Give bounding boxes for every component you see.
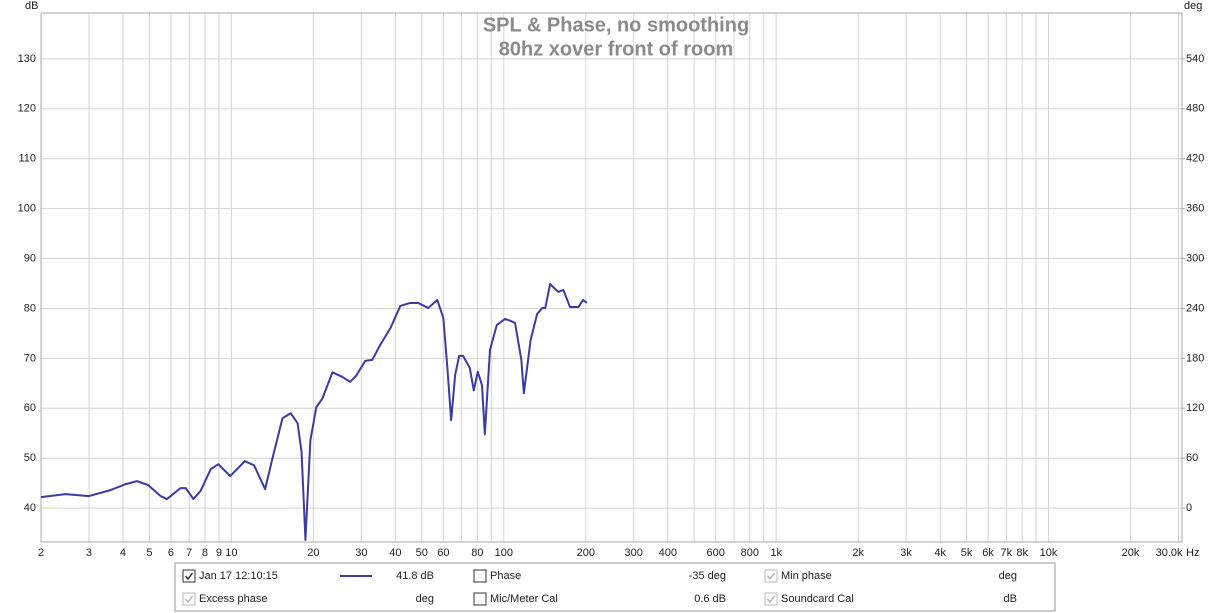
x-tick-label: 200 [577,547,595,559]
chart-title: SPL & Phase, no smoothing [483,14,749,36]
y2-tick-label: 300 [1186,252,1204,264]
checkmark [184,572,194,581]
x-tick-label: 4k [934,547,946,559]
y2-tick-label: 480 [1186,103,1204,115]
y2-tick-label: 420 [1186,153,1204,165]
y-tick-label: 70 [24,352,36,364]
x-tick-label: 5 [146,547,152,559]
checkmark [766,595,776,604]
checkbox [764,569,778,583]
y-tick-label: 130 [18,53,36,65]
y2-tick-label: 180 [1186,352,1204,364]
legend-option-readout: dB [1004,593,1017,605]
x-tick-label: 8 [202,547,208,559]
y-tick-label: 50 [24,452,36,464]
x-tick-label: 400 [659,547,677,559]
x-tick-label: 5k [961,547,973,559]
legend-label: Jan 17 12:10:15 [199,570,278,582]
x-tick-label: 7 [186,547,192,559]
x-tick-label: 60 [437,547,449,559]
x-tick-label: 600 [707,547,725,559]
x-tick-label: 2 [38,547,44,559]
x-tick-label: 9 [216,547,222,559]
y2-tick-label: 60 [1186,452,1198,464]
legend-option-label: Soundcard Cal [781,593,854,605]
legend-readout: 41.8 dB [396,570,434,582]
x-tick-label: 4 [120,547,126,559]
x-tick-label: 20k [1122,547,1140,559]
x-tick-label: 10k [1040,547,1058,559]
x-tick-label: 1k [770,547,782,559]
legend-option-label: Mic/Meter Cal [490,593,558,605]
y-tick-label: 90 [24,252,36,264]
x-tick-label: 7k [1001,547,1013,559]
y-tick-label: 120 [18,103,36,115]
checkbox[interactable] [473,592,487,606]
checkmark [766,572,776,581]
checkbox [182,592,196,606]
checkbox[interactable] [182,569,196,583]
legend-option-label: Phase [490,570,521,582]
chart-subtitle: 80hz xover front of room [499,38,733,60]
y2-tick-label: 540 [1186,53,1204,65]
checkbox [764,592,778,606]
x-tick-label: 40 [389,547,401,559]
y-tick-label: 100 [18,203,36,215]
legend-option-label: Min phase [781,570,832,582]
y2-tick-label: 240 [1186,302,1204,314]
x-tick-label: 800 [741,547,759,559]
x-tick-label: 300 [625,547,643,559]
legend-option-label: Excess phase [199,593,267,605]
y-tick-label: 110 [18,153,36,165]
x-tick-label: 30 [355,547,367,559]
y2-unit: deg [1184,0,1202,12]
y2-tick-label: 120 [1186,402,1204,414]
y-tick-label: 80 [24,302,36,314]
checkbox[interactable] [473,569,487,583]
legend-option-readout: 0.6 dB [694,593,726,605]
x-tick-label: 100 [495,547,513,559]
legend-option-readout: deg [999,570,1017,582]
y-tick-label: 60 [24,402,36,414]
x-tick-label: 50 [416,547,428,559]
y2-tick-label: 360 [1186,203,1204,215]
checkmark [184,595,194,604]
x-tick-label: 6k [982,547,994,559]
x-tick-label: 2k [852,547,864,559]
x-tick-label: 3k [900,547,912,559]
plot-frame [40,12,1183,543]
y-tick-label: 40 [24,502,36,514]
legend-option-readout: -35 deg [689,570,726,582]
y-unit: dB [25,0,38,12]
spl-line [40,282,588,541]
grid [40,13,1182,542]
plot-area [41,13,1182,542]
x-tick-label: 20 [307,547,319,559]
x-unit: Hz [1186,547,1199,559]
x-tick-label: 10 [225,547,237,559]
x-tick-label: 6 [168,547,174,559]
x-tick-label: 3 [86,547,92,559]
legend-panel [174,562,1056,612]
y2-tick-label: 0 [1186,502,1192,514]
x-tick-label: 30.0k [1156,547,1183,559]
x-tick-label: 8k [1016,547,1028,559]
legend-option-readout: deg [416,593,434,605]
x-tick-label: 80 [471,547,483,559]
